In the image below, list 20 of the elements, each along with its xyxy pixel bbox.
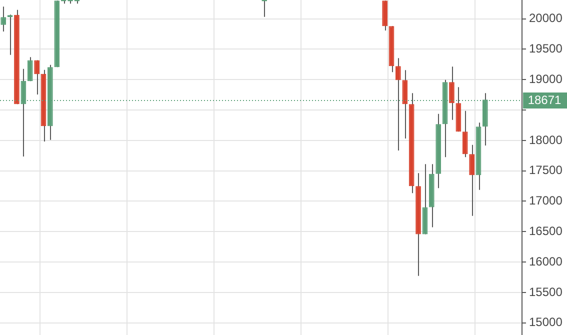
candlestick [462, 110, 468, 158]
y-tick-label: 20000 [529, 11, 563, 26]
y-tick-label: 15000 [529, 315, 563, 330]
candlestick [34, 60, 40, 96]
candlestick [27, 56, 33, 82]
candlestick [396, 58, 401, 152]
y-tick-label: 15500 [529, 284, 563, 299]
candlestick [382, 0, 388, 32]
y-tick-label: 16500 [529, 224, 563, 238]
candlestick [469, 144, 474, 216]
candlestick [0, 6, 6, 32]
y-tick-label: 17000 [529, 194, 563, 208]
y-tick-label: 19000 [529, 72, 563, 86]
ref-line-label: 18671 [528, 92, 562, 107]
y-tick-label: 16000 [529, 254, 563, 268]
candlestick [449, 66, 454, 120]
y-tick-label: 18000 [529, 132, 563, 147]
y-tick-label: 19500 [529, 42, 563, 56]
candlestick [402, 70, 408, 140]
y-tick-label: 17500 [529, 163, 563, 178]
